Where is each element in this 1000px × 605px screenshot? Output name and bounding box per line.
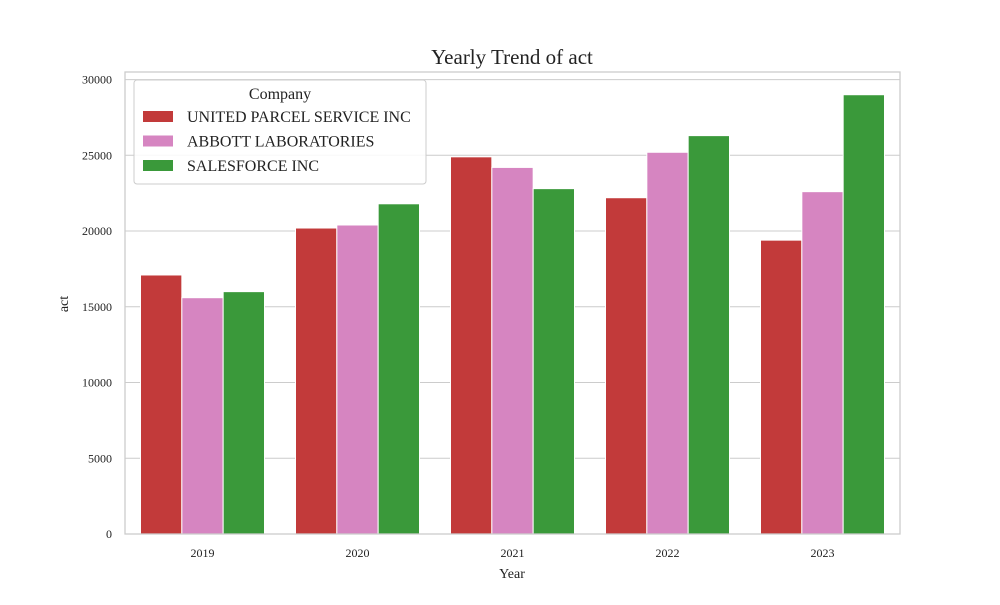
x-tick-label: 2021 bbox=[501, 546, 525, 560]
x-tick-label: 2022 bbox=[656, 546, 680, 560]
y-tick-label: 30000 bbox=[82, 73, 112, 87]
bar bbox=[181, 297, 224, 535]
legend-title: Company bbox=[249, 86, 311, 103]
bar bbox=[842, 94, 886, 535]
legend-box bbox=[133, 79, 427, 185]
bar bbox=[605, 197, 648, 535]
x-tick-label: 2023 bbox=[811, 546, 835, 560]
x-axis-ticks: 2019 2020 2021 2022 2023 bbox=[191, 546, 835, 560]
bar bbox=[295, 227, 338, 535]
bar bbox=[377, 203, 420, 535]
bars bbox=[140, 94, 886, 535]
x-axis-label: Year bbox=[499, 567, 525, 582]
bar bbox=[687, 135, 731, 535]
y-tick-label: 10000 bbox=[82, 376, 112, 390]
x-tick-label: 2020 bbox=[346, 546, 370, 560]
legend-label: UNITED PARCEL SERVICE INC bbox=[187, 109, 411, 126]
legend-swatch bbox=[143, 160, 173, 171]
bar bbox=[140, 274, 183, 535]
bar bbox=[222, 291, 266, 535]
bar bbox=[801, 191, 844, 535]
x-tick-label: 2019 bbox=[191, 546, 215, 560]
y-axis-label: act bbox=[57, 296, 72, 312]
y-tick-label: 20000 bbox=[82, 224, 112, 238]
legend-swatch bbox=[143, 135, 173, 147]
bar bbox=[336, 224, 379, 535]
bar bbox=[532, 188, 576, 535]
bar bbox=[450, 156, 493, 535]
legend-label: ABBOTT LABORATORIES bbox=[187, 134, 374, 151]
chart-title: Yearly Trend of act bbox=[431, 45, 593, 69]
bar bbox=[491, 166, 534, 535]
legend: Company UNITED PARCEL SERVICE INC ABBOTT … bbox=[133, 79, 427, 185]
bar bbox=[760, 239, 803, 535]
bar bbox=[646, 151, 689, 535]
plot-frame bbox=[124, 71, 901, 535]
legend-swatch bbox=[143, 111, 173, 122]
y-axis-ticks: 0 5000 10000 15000 20000 25000 30000 bbox=[82, 73, 112, 541]
y-tick-label: 15000 bbox=[82, 300, 112, 314]
y-tick-label: 0 bbox=[106, 527, 112, 541]
y-tick-label: 25000 bbox=[82, 148, 112, 162]
legend-label: SALESFORCE INC bbox=[187, 158, 319, 175]
y-tick-label: 5000 bbox=[88, 451, 112, 465]
